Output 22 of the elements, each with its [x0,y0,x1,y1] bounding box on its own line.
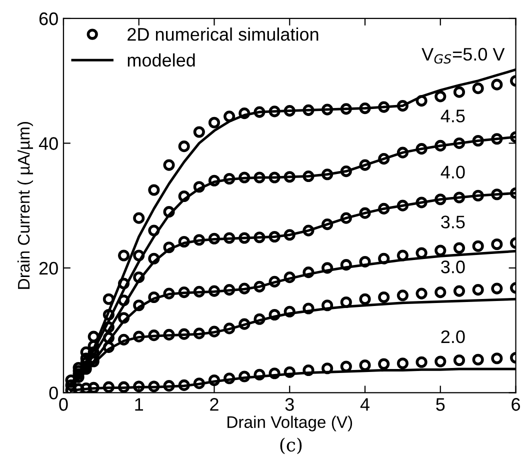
annotation: 4.0 [440,166,465,179]
annotation: 4.5 [440,110,465,122]
y-tick-label: 0 [49,386,58,400]
x-axis-title: Drain Voltage (V) [228,416,352,432]
x-tick-label: 6 [512,398,520,411]
x-tick-label: 0 [59,398,68,411]
annotation: V$_{GS}$=5.0 V [422,48,505,64]
x-tick-label: 1 [135,398,144,411]
y-axis-title: Drain Current ( µA/µm) [17,122,33,289]
y-tick-label: 20 [39,262,58,275]
legend-label: modeled [128,53,195,67]
y-tick-label: 40 [38,137,58,150]
y-tick-label: 60 [39,12,58,26]
text: (c) [280,438,302,454]
x-tick-label: 2 [210,398,218,411]
x-tick-label: 5 [436,398,445,411]
legend-label: 2D numerical simulation [128,28,318,41]
x-tick-label: 4 [360,398,370,411]
annotation: 3.0 [441,260,465,274]
annotation: 2.0 [441,330,465,344]
x-tick-label: 3 [285,398,294,411]
annotation: 3.5 [441,216,465,228]
